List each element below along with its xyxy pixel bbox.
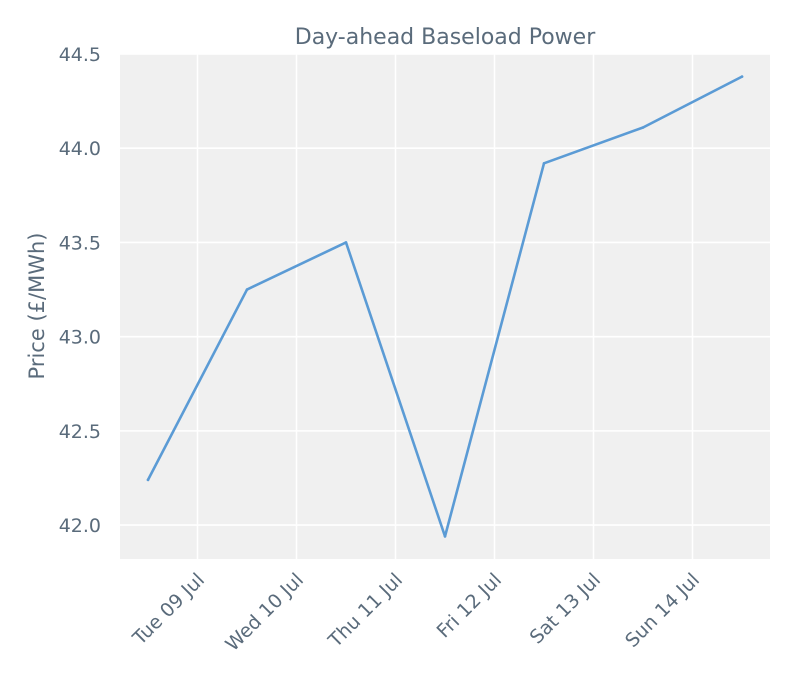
x-tick-label: Sat 13 Jul [526, 569, 605, 648]
data-point [443, 535, 447, 538]
data-point [542, 161, 546, 165]
y-tick-label: 43.0 [59, 327, 101, 349]
data-point [641, 126, 645, 129]
data-point [245, 288, 249, 291]
plot-area [120, 54, 770, 559]
data-point [344, 241, 348, 244]
chart-title: Day-ahead Baseload Power [295, 25, 596, 50]
data-point [740, 75, 744, 78]
y-axis-label: Price (£/MWh) [25, 233, 49, 380]
y-tick-label: 44.5 [59, 44, 101, 66]
y-tick-label: 43.5 [59, 232, 101, 254]
data-series [146, 75, 744, 538]
x-tick-label: Sun 14 Jul [621, 569, 704, 652]
x-tick-label: Fri 12 Jul [433, 569, 506, 642]
gridlines [120, 53, 770, 559]
y-tick-label: 42.5 [59, 421, 101, 443]
x-tick-label: Thu 11 Jul [324, 569, 407, 652]
y-tick-label: 42.0 [59, 515, 101, 537]
x-tick-label: Tue 09 Jul [128, 569, 209, 650]
x-tick-label: Wed 10 Jul [221, 569, 308, 656]
data-point [146, 478, 150, 482]
y-tick-label: 44.0 [59, 138, 101, 160]
